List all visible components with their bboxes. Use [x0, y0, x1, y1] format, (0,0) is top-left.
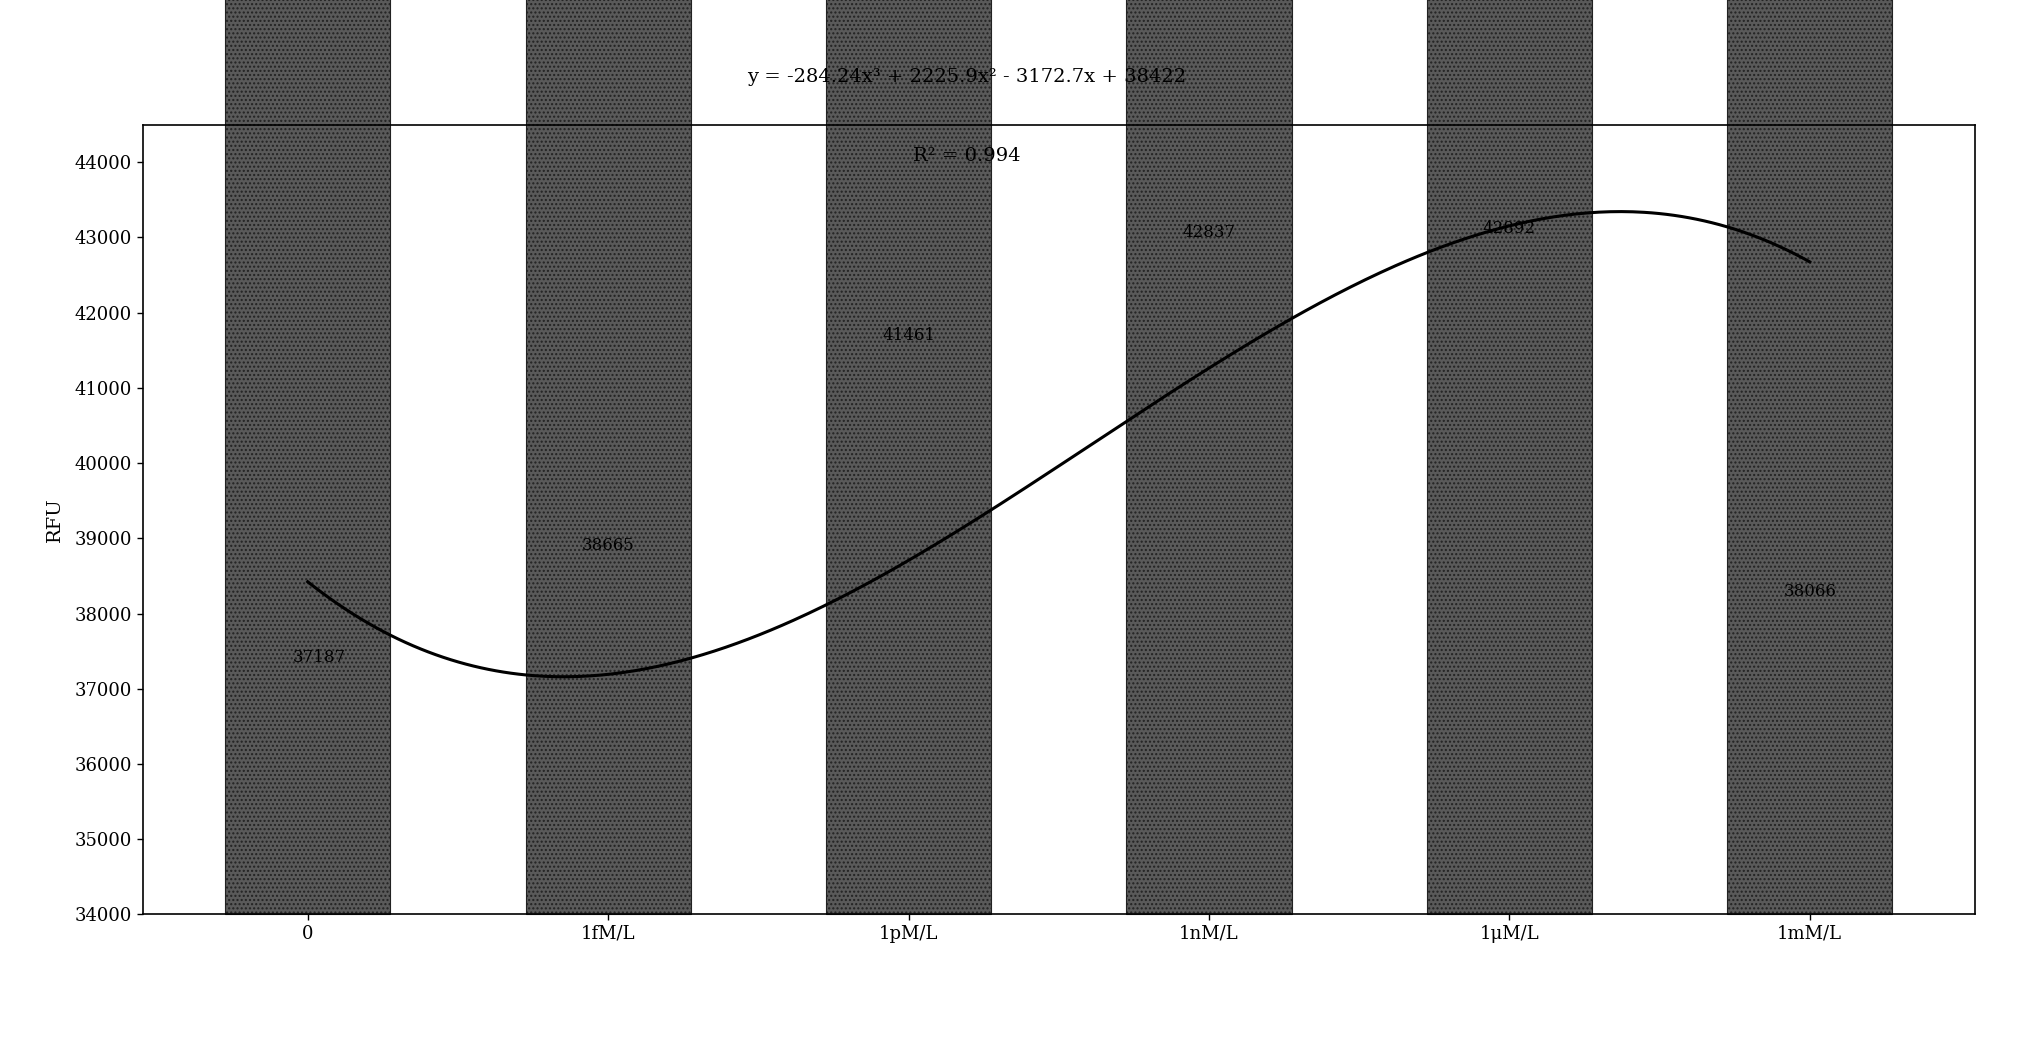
Bar — [827, 0, 992, 914]
Text: 38066: 38066 — [1784, 583, 1836, 600]
Text: y = -284.24x³ + 2225.9x² - 3172.7x + 38422: y = -284.24x³ + 2225.9x² - 3172.7x + 384… — [747, 69, 1187, 86]
Bar — [525, 0, 690, 914]
Text: 42837: 42837 — [1183, 223, 1236, 241]
Text: 41461: 41461 — [882, 327, 935, 344]
Bar — [1727, 0, 1891, 914]
Bar — [1126, 0, 1291, 914]
Text: 42892: 42892 — [1482, 219, 1535, 237]
Text: 37187: 37187 — [293, 648, 346, 666]
Bar — [1427, 0, 1592, 914]
Y-axis label: RFU: RFU — [45, 498, 63, 541]
Bar — [226, 0, 391, 914]
Text: R² = 0.994: R² = 0.994 — [914, 148, 1020, 165]
Text: 38665: 38665 — [582, 537, 635, 555]
